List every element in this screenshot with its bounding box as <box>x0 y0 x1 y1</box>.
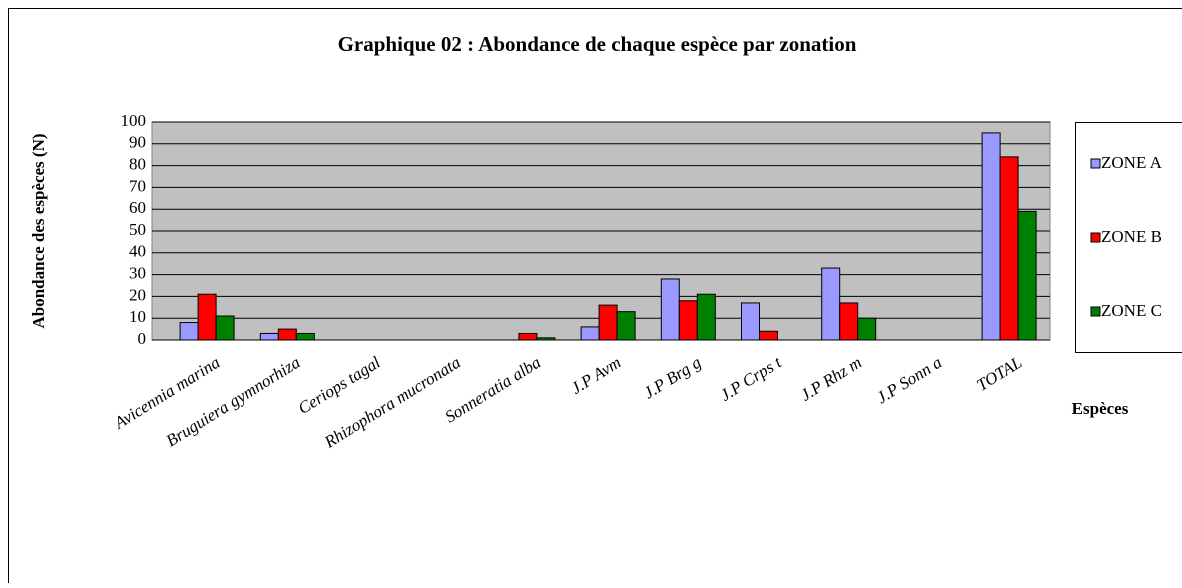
bar <box>697 294 715 340</box>
bar <box>519 333 537 340</box>
bar <box>599 305 617 340</box>
y-tick-label: 70 <box>129 176 146 195</box>
legend-label: ZONE A <box>1101 153 1163 172</box>
y-tick-label: 0 <box>138 329 147 348</box>
y-tick-label: 100 <box>121 111 147 130</box>
bar <box>180 323 198 340</box>
legend-swatch <box>1091 159 1100 168</box>
legend-label: ZONE B <box>1101 227 1162 246</box>
bar <box>760 331 778 340</box>
y-tick-label: 60 <box>129 198 146 217</box>
bar <box>1000 157 1018 340</box>
y-tick-label: 50 <box>129 220 146 239</box>
bar <box>278 329 296 340</box>
bar <box>858 318 876 340</box>
y-axis-label: Abondance des espèces (N) <box>29 133 48 328</box>
bar <box>198 294 216 340</box>
bar <box>822 268 840 340</box>
bar <box>840 303 858 340</box>
legend-label: ZONE C <box>1101 301 1162 320</box>
bar <box>742 303 760 340</box>
bar <box>296 333 314 340</box>
y-tick-label: 90 <box>129 133 146 152</box>
bar <box>679 301 697 340</box>
y-tick-label: 40 <box>129 242 146 261</box>
bar <box>581 327 599 340</box>
bar <box>260 333 278 340</box>
chart-title: Graphique 02 : Abondance de chaque espèc… <box>338 32 857 56</box>
y-tick-label: 30 <box>129 264 146 283</box>
bar <box>982 133 1000 340</box>
bar <box>661 279 679 340</box>
legend-swatch <box>1091 233 1100 242</box>
bar <box>216 316 234 340</box>
y-tick-label: 10 <box>129 307 146 326</box>
bar <box>617 312 635 340</box>
y-tick-label: 20 <box>129 285 146 304</box>
y-tick-label: 80 <box>129 155 146 174</box>
bar <box>1018 211 1036 340</box>
x-axis-label: Espèces <box>1072 399 1129 418</box>
legend-swatch <box>1091 307 1100 316</box>
